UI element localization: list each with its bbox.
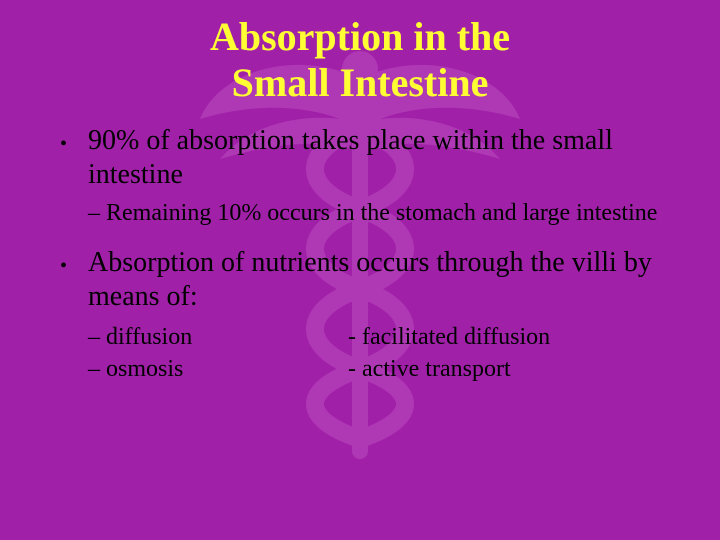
two-column-list: – diffusion – osmosis - facilitated diff… [88,321,680,386]
bullet-text: 90% of absorption takes place within the… [88,124,680,192]
bullet-item: • 90% of absorption takes place within t… [60,124,680,192]
bullet-marker: • [60,124,88,158]
sub-bullet-text: Remaining 10% occurs in the stomach and … [106,198,657,228]
bullet-marker: • [60,246,88,280]
sub-bullet-marker: – [88,198,106,228]
list-item-text: facilitated diffusion [362,324,550,350]
bullet-text: Absorption of nutrients occurs through t… [88,246,680,314]
list-item-text: diffusion [106,324,192,350]
list-item: – diffusion [88,321,348,353]
list-item: – osmosis [88,353,348,385]
list-item-text: osmosis [106,356,183,382]
list-item-text: active transport [362,356,511,382]
list-item: - facilitated diffusion [348,321,550,353]
sub-bullet-item: – Remaining 10% occurs in the stomach an… [88,198,680,228]
title-line-1: Absorption in the [210,14,510,59]
column-left: – diffusion – osmosis [88,321,348,386]
slide-body: • 90% of absorption takes place within t… [0,106,720,385]
list-item: - active transport [348,353,550,385]
column-right: - facilitated diffusion - active transpo… [348,321,550,386]
bullet-item: • Absorption of nutrients occurs through… [60,246,680,314]
title-line-2: Small Intestine [232,60,489,105]
slide-title: Absorption in the Small Intestine [0,0,720,106]
